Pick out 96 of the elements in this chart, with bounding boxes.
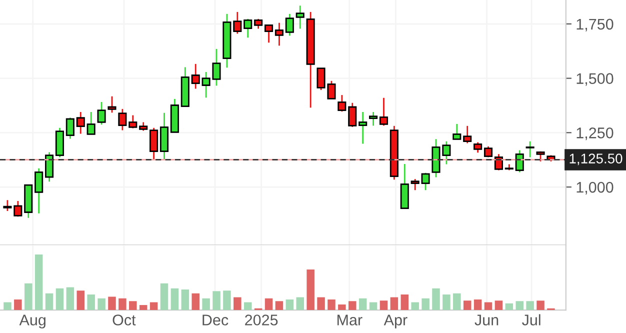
bar bbox=[505, 303, 514, 310]
bar bbox=[432, 288, 440, 310]
bar bbox=[286, 299, 294, 310]
y-tick-label: 1,000 bbox=[576, 182, 614, 195]
candlestick bbox=[463, 125, 472, 144]
bar bbox=[422, 298, 430, 310]
candlestick bbox=[244, 18, 252, 38]
candlestick bbox=[3, 199, 12, 212]
bar bbox=[526, 301, 534, 310]
ref-line-label: 1,125.50 bbox=[570, 154, 622, 166]
bar bbox=[181, 289, 190, 310]
bar bbox=[98, 298, 106, 310]
bar bbox=[202, 298, 210, 310]
bar bbox=[380, 300, 388, 310]
bar bbox=[275, 301, 284, 310]
x-tick-label: Jul bbox=[522, 314, 540, 326]
y-tick-label: 1,500 bbox=[576, 73, 614, 86]
candlestick bbox=[118, 108, 127, 131]
candlestick bbox=[474, 142, 482, 154]
bar bbox=[66, 287, 74, 310]
candlestick bbox=[44, 152, 54, 182]
bar bbox=[463, 300, 472, 310]
candlestick bbox=[66, 116, 74, 140]
x-tick-label: Dec bbox=[202, 314, 228, 326]
bar bbox=[76, 290, 85, 310]
bar bbox=[212, 291, 220, 310]
bar bbox=[296, 297, 304, 310]
candlestick bbox=[233, 11, 242, 34]
bar bbox=[390, 297, 398, 310]
candlestick bbox=[410, 178, 420, 191]
candlestick bbox=[285, 13, 294, 36]
candlestick bbox=[526, 140, 534, 158]
candlestick bbox=[421, 172, 430, 191]
candlestick bbox=[128, 114, 138, 129]
bar bbox=[264, 298, 273, 310]
candlestick bbox=[274, 22, 284, 46]
bar bbox=[411, 302, 419, 310]
bar bbox=[400, 294, 409, 310]
candlestick bbox=[515, 150, 524, 173]
bar bbox=[4, 302, 12, 310]
bar bbox=[244, 302, 252, 310]
bar bbox=[484, 302, 492, 310]
candlestick bbox=[338, 94, 346, 112]
candlestick bbox=[348, 102, 357, 128]
y-tick-label: 1,250 bbox=[576, 128, 614, 140]
candlestick bbox=[379, 97, 388, 126]
x-tick-label: Oct bbox=[112, 314, 136, 326]
y-tick-label: 1,750 bbox=[576, 18, 614, 32]
bar bbox=[150, 302, 158, 310]
candlestick bbox=[452, 123, 462, 140]
bar bbox=[14, 299, 22, 310]
bar bbox=[369, 302, 378, 310]
bar bbox=[108, 296, 116, 310]
x-tick-label: Aug bbox=[19, 314, 46, 328]
bar bbox=[24, 283, 32, 310]
candlestick bbox=[254, 18, 263, 30]
candlestick bbox=[191, 63, 200, 90]
bar bbox=[139, 305, 148, 310]
candlestick bbox=[494, 153, 503, 171]
candlestick bbox=[264, 24, 274, 44]
candlestick bbox=[34, 168, 44, 214]
bar bbox=[192, 293, 200, 310]
bar bbox=[453, 293, 461, 310]
x-tick-label: Apr bbox=[384, 314, 408, 328]
bar bbox=[358, 298, 367, 310]
candlestick bbox=[76, 111, 85, 134]
bar bbox=[87, 294, 95, 310]
bar bbox=[348, 301, 356, 310]
bar bbox=[170, 288, 179, 310]
candlestick bbox=[358, 111, 368, 144]
bar bbox=[338, 304, 346, 310]
bar bbox=[516, 301, 524, 310]
bar bbox=[234, 297, 242, 310]
bar bbox=[118, 298, 126, 310]
candlestick bbox=[55, 127, 64, 158]
bar bbox=[442, 294, 450, 310]
x-tick-label: Mar bbox=[337, 314, 362, 326]
bar bbox=[474, 299, 482, 310]
bar bbox=[56, 288, 64, 310]
bar bbox=[536, 300, 544, 310]
bar bbox=[129, 301, 137, 310]
x-tick-label: Jun bbox=[474, 314, 498, 326]
bar bbox=[317, 297, 325, 310]
candlestick bbox=[296, 4, 304, 30]
candlestick bbox=[150, 127, 158, 160]
candlestick bbox=[369, 111, 378, 126]
candlestick bbox=[14, 200, 22, 218]
bar bbox=[223, 290, 231, 310]
bar bbox=[160, 283, 168, 310]
bar bbox=[328, 299, 336, 310]
x-tick-label: 2025 bbox=[245, 314, 278, 326]
bar bbox=[34, 254, 43, 310]
bar bbox=[306, 270, 314, 310]
candlestick bbox=[86, 111, 96, 135]
bar bbox=[494, 300, 503, 310]
bar bbox=[45, 293, 54, 310]
